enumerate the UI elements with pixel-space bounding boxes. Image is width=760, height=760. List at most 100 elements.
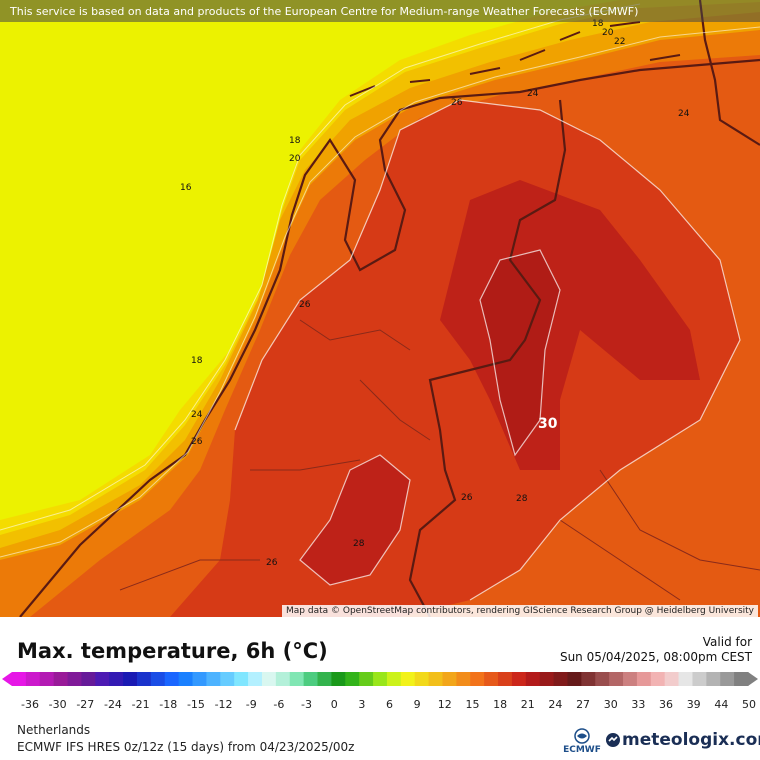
scale-segment xyxy=(678,672,693,686)
scale-segment xyxy=(25,672,41,686)
scale-tick-label: 36 xyxy=(659,698,673,711)
ecmwf-logo-icon xyxy=(574,728,590,744)
scale-segment xyxy=(539,672,555,686)
meteologix-brand[interactable]: meteologix.com xyxy=(622,730,760,750)
scale-segment xyxy=(136,672,152,686)
scale-tick-label: 33 xyxy=(631,698,645,711)
isoline-24 xyxy=(0,26,760,558)
temperature-map[interactable]: 16 18 20 18 20 22 24 26 24 26 18 24 26 3… xyxy=(0,0,760,617)
scale-tick-label: 12 xyxy=(438,698,452,711)
map-attribution[interactable]: Map data © OpenStreetMap contributors, r… xyxy=(282,605,758,617)
scale-segment xyxy=(53,672,69,686)
contour-label: 18 xyxy=(289,136,301,146)
scale-segment xyxy=(595,672,610,686)
scale-segment xyxy=(359,672,374,686)
contour-label: 22 xyxy=(614,37,625,47)
scale-segment xyxy=(331,672,346,686)
source-banner: This service is based on data and produc… xyxy=(0,0,760,22)
contour-label: 26 xyxy=(299,300,311,310)
contour-label: 26 xyxy=(451,98,463,108)
scale-segment xyxy=(81,672,96,686)
scale-tick-label: -12 xyxy=(215,698,233,711)
scale-segment xyxy=(567,672,582,686)
scale-segment xyxy=(470,672,485,686)
scale-segment xyxy=(553,672,568,686)
contour-label: 20 xyxy=(602,28,614,38)
scale-segment xyxy=(373,672,388,686)
contour-label: 26 xyxy=(266,558,278,568)
scale-segment xyxy=(400,672,416,686)
valid-time: Sun 05/04/2025, 08:00pm CEST xyxy=(559,650,752,664)
scale-segment xyxy=(220,672,235,686)
scale-segment xyxy=(150,672,166,686)
contour-label: 16 xyxy=(180,183,192,193)
scale-segment xyxy=(484,672,499,686)
scale-segment xyxy=(275,672,291,686)
scale-segment xyxy=(428,672,443,686)
scale-segment xyxy=(442,672,457,686)
scale-segment xyxy=(623,672,638,686)
scale-tick-label: -18 xyxy=(159,698,177,711)
region-name: Netherlands xyxy=(17,723,91,737)
scale-segment xyxy=(734,672,749,686)
scale-segment xyxy=(12,672,27,686)
source-notice: This service is based on data and produc… xyxy=(10,5,639,18)
scale-tick-label: -9 xyxy=(246,698,257,711)
ecmwf-logo[interactable]: ECMWF xyxy=(562,728,602,756)
scale-tick-label: 44 xyxy=(714,698,728,711)
scale-tick-label: 21 xyxy=(521,698,535,711)
scale-segment xyxy=(192,672,207,686)
scale-segment xyxy=(720,672,735,686)
scale-segment xyxy=(498,672,513,686)
isoline-28 xyxy=(234,99,741,601)
scale-segment xyxy=(636,672,652,686)
isoline-30 xyxy=(299,249,561,586)
scale-tick-label: 18 xyxy=(493,698,507,711)
scale-segment xyxy=(303,672,319,686)
contour-label: 24 xyxy=(678,109,690,119)
scale-segment xyxy=(109,672,124,686)
scale-segment xyxy=(414,672,430,686)
scale-segment xyxy=(511,672,527,686)
scale-tick-label: -30 xyxy=(49,698,67,711)
scale-segment xyxy=(525,672,541,686)
contour-label-large: 30 xyxy=(538,416,558,432)
wadden-islands xyxy=(349,21,681,97)
scale-segment xyxy=(67,672,82,686)
contour-label: 28 xyxy=(353,539,365,549)
scale-tick-label: -24 xyxy=(104,698,122,711)
scale-tick-label: -15 xyxy=(187,698,205,711)
scale-segment xyxy=(123,672,138,686)
contour-label: 26 xyxy=(191,437,203,447)
chart-title: Max. temperature, 6h (°C) xyxy=(17,639,328,663)
scale-tick-label: 9 xyxy=(414,698,421,711)
scale-segment xyxy=(289,672,305,686)
scale-tick-label: 0 xyxy=(331,698,338,711)
scale-segment xyxy=(317,672,332,686)
scale-segment xyxy=(456,672,471,686)
contour-label: 28 xyxy=(516,494,528,504)
contour-label: 26 xyxy=(461,493,473,503)
scale-tick-label: 30 xyxy=(604,698,618,711)
scale-segment xyxy=(39,672,55,686)
scale-segment xyxy=(386,672,402,686)
scale-tick-label: 3 xyxy=(358,698,365,711)
scale-segment xyxy=(609,672,624,686)
scale-segment xyxy=(650,672,666,686)
scale-tick-label: -36 xyxy=(21,698,39,711)
scale-arrow-right xyxy=(748,672,758,686)
scale-tick-label: -6 xyxy=(273,698,284,711)
contour-label: 24 xyxy=(527,89,539,99)
scale-segment xyxy=(692,672,707,686)
model-info: ECMWF IFS HRES 0z/12z (15 days) from 04/… xyxy=(17,740,355,754)
scale-tick-label: 27 xyxy=(576,698,590,711)
scale-tick-label: 39 xyxy=(687,698,701,711)
scale-tick-label: -27 xyxy=(76,698,94,711)
color-scale: -36 -30 -27 -24 -21 -18 -15 -12 -9 -6 -3 0 3 6 9 12 15 18… xyxy=(0,668,760,718)
regional-borders xyxy=(119,319,760,601)
scale-segment xyxy=(164,672,180,686)
ecmwf-logo-text: ECMWF xyxy=(563,745,601,755)
scale-segment xyxy=(581,672,596,686)
scale-segment xyxy=(178,672,194,686)
contour-label: 18 xyxy=(592,19,604,29)
